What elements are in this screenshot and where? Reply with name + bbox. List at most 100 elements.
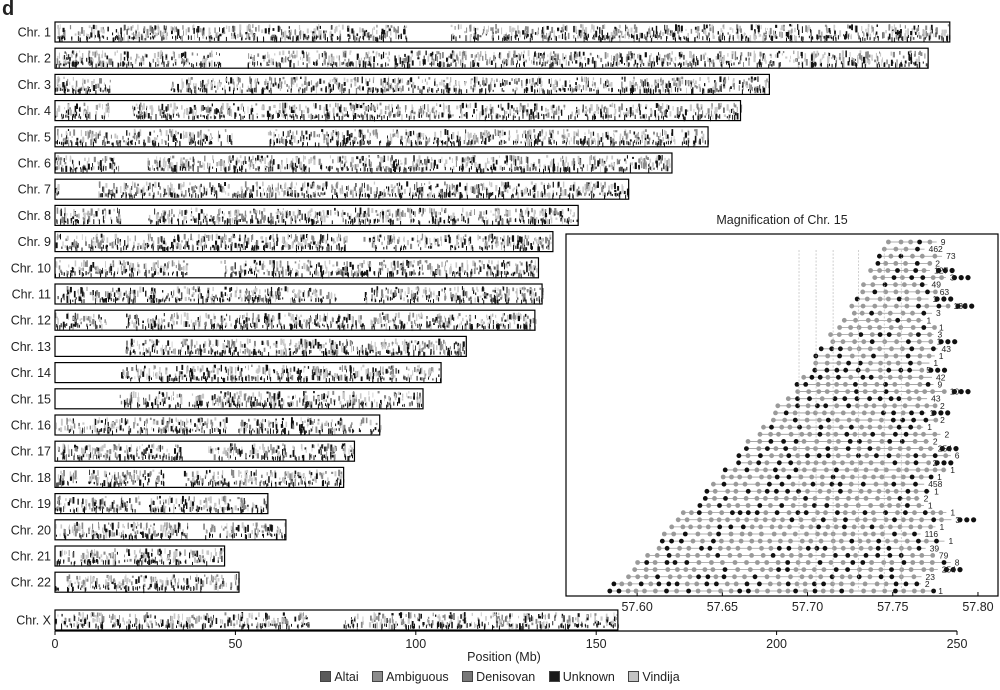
variant-dot: [684, 517, 690, 523]
variant-dot: [770, 553, 776, 558]
variant-dot: [677, 574, 682, 580]
chromosome-chart: Chr. 1 Chr. 2 Chr. 3 Chr. 4 Chr. 5 Chr. 6 Chr.…: [11, 21, 999, 664]
haplotype-row: 1: [697, 501, 933, 511]
variant-dot: [914, 581, 920, 587]
variant-dot: [847, 439, 853, 444]
variant-dot: [921, 431, 926, 437]
variant-dot: [900, 275, 905, 280]
variant-dot: [773, 467, 778, 473]
variant-dot: [768, 545, 774, 551]
variant-dot: [938, 410, 944, 416]
variant-dot: [894, 389, 899, 394]
variant-dot: [749, 524, 755, 530]
variant-dot: [759, 545, 764, 551]
variant-dot: [797, 545, 803, 551]
variant-dot: [916, 317, 921, 323]
chromosome-label: Chr. 13: [11, 340, 51, 354]
variant-dot: [834, 382, 839, 387]
variant-dot: [679, 538, 684, 544]
haplotype-count: 2: [945, 429, 950, 439]
chromosome-bar-outline: [54, 609, 619, 631]
variant-dot: [824, 360, 830, 366]
variant-dot: [735, 503, 741, 508]
variant-dot: [812, 496, 818, 501]
variant-dot: [900, 410, 906, 416]
variant-dot: [911, 417, 916, 423]
variant-dot: [918, 374, 924, 380]
chr15-magnification-inset: Magnification of Chr. 15 57.60 57.65 57.70 5…: [565, 213, 999, 614]
variant-dot: [781, 531, 787, 537]
variant-dot: [913, 431, 918, 437]
variant-dot: [755, 560, 760, 565]
variant-dot: [812, 467, 817, 473]
haplotype-row: 1: [854, 294, 954, 304]
variant-dot: [889, 574, 895, 580]
variant-dot: [907, 367, 912, 373]
haplotype-count: 6: [955, 451, 960, 461]
chromosome-label: Chr. 5: [18, 130, 51, 144]
segment-marks: [55, 259, 538, 279]
variant-dot: [931, 410, 937, 416]
chromosome-bar-outline: [54, 414, 381, 436]
variant-dot: [946, 446, 952, 452]
variant-dot: [862, 517, 868, 523]
variant-dot: [838, 346, 843, 352]
variant-dot: [917, 360, 922, 366]
haplotype-row: 1: [704, 486, 939, 496]
variant-dot: [862, 431, 867, 437]
chromosome-label: Chr. 14: [11, 366, 51, 380]
variant-dot: [806, 389, 812, 394]
variant-dot: [643, 574, 649, 580]
variant-dot: [867, 439, 872, 444]
variant-dot: [744, 581, 750, 587]
variant-dot: [871, 531, 876, 537]
variant-dot: [879, 503, 885, 508]
variant-dot: [675, 553, 681, 558]
variant-dot: [769, 453, 774, 459]
variant-dot: [838, 581, 844, 587]
segment-marks: [125, 338, 467, 357]
variant-dot: [877, 332, 883, 337]
variant-dot: [919, 553, 925, 558]
variant-dot: [877, 367, 883, 373]
variant-dot: [891, 410, 896, 416]
variant-dot: [915, 289, 921, 295]
chromosome-row-chr-x: Chr. X: [16, 609, 619, 631]
variant-dot: [895, 453, 901, 459]
variant-dot: [853, 317, 858, 323]
variant-dot: [787, 424, 793, 430]
variant-dot: [886, 545, 892, 551]
variant-dot: [857, 360, 863, 366]
variant-dot: [767, 474, 772, 480]
panel-label: d: [2, 0, 15, 20]
variant-dot: [789, 553, 794, 558]
haplotype-count: 254: [938, 444, 952, 454]
haplotype-count: 1: [949, 536, 954, 546]
variant-dot: [936, 303, 942, 309]
chromosome-bar-outline: [54, 126, 709, 148]
haplotype-count: 1: [933, 358, 938, 368]
variant-dot: [611, 581, 617, 587]
variant-dot: [669, 524, 675, 530]
variant-dot: [867, 346, 873, 352]
variant-dot: [888, 396, 894, 402]
variant-dot: [834, 496, 840, 501]
variant-dot: [808, 553, 813, 558]
haplotype-count: 127: [934, 266, 948, 276]
variant-dot: [849, 353, 855, 359]
variant-dot: [833, 431, 839, 437]
variant-dot: [868, 567, 874, 572]
variant-dot: [767, 481, 772, 487]
variant-dot: [898, 325, 904, 330]
variant-dot: [607, 588, 613, 594]
variant-dot: [828, 332, 833, 337]
variant-dot: [845, 446, 851, 451]
variant-dot: [805, 446, 810, 451]
variant-dot: [873, 481, 879, 487]
chromosome-bar-outline: [54, 257, 540, 279]
haplotype-count: 43: [942, 344, 952, 354]
chromosome-bar-outline: [54, 309, 536, 331]
chromosome-label: Chr. 19: [11, 497, 51, 511]
variant-dot: [941, 389, 947, 394]
variant-dot: [889, 567, 894, 572]
